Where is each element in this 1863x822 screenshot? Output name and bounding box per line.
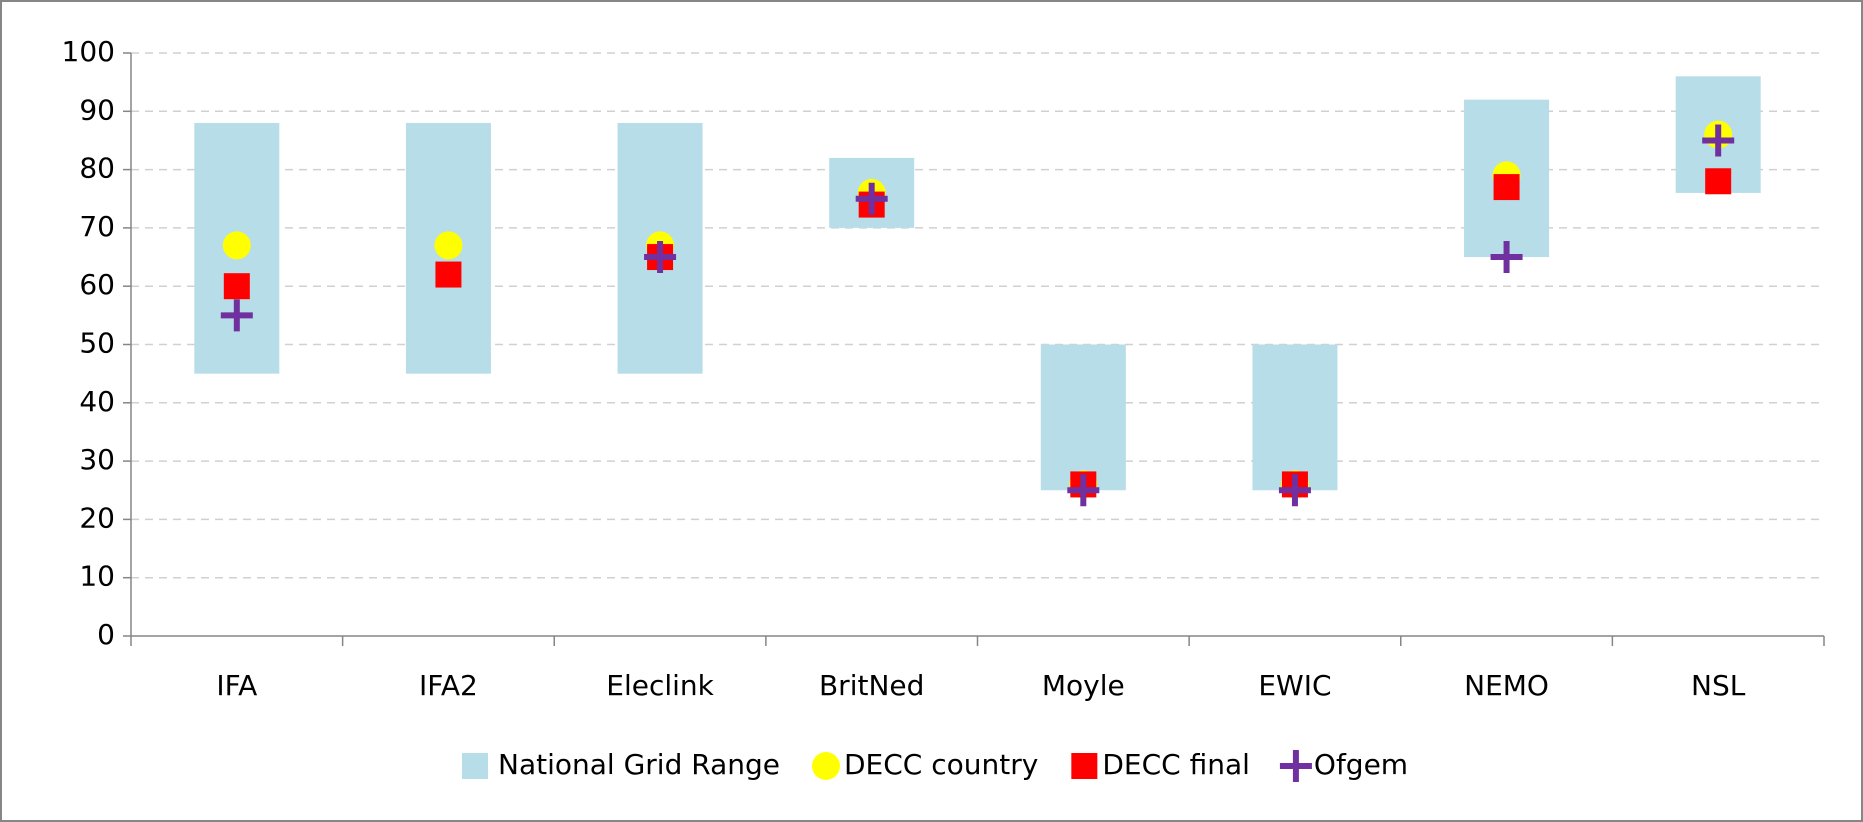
plus-marker <box>644 241 677 274</box>
square-marker <box>223 273 250 300</box>
y-tick-label: 70 <box>79 210 115 243</box>
x-tick-label: NEMO <box>1464 669 1549 702</box>
x-tick-label: BritNed <box>819 669 924 702</box>
y-tick-label: 80 <box>79 152 115 185</box>
y-tick-label: 100 <box>62 35 115 68</box>
legend-swatch <box>462 753 488 779</box>
y-tick-label: 40 <box>79 385 115 418</box>
square-marker <box>435 261 462 288</box>
x-tick-label: IFA <box>216 669 257 702</box>
x-tick-label: NSL <box>1691 669 1746 702</box>
x-tick-label: EWIC <box>1258 669 1331 702</box>
square-marker <box>1493 174 1520 201</box>
y-tick-label: 60 <box>79 268 115 301</box>
y-tick-label: 50 <box>79 327 115 360</box>
square-marker <box>1705 168 1732 195</box>
legend-marker <box>811 752 840 780</box>
y-tick-label: 30 <box>79 443 115 476</box>
x-tick-label: Moyle <box>1042 669 1125 702</box>
circle-marker <box>434 231 463 260</box>
y-tick-label: 0 <box>97 618 115 651</box>
legend-marker <box>1071 753 1098 779</box>
plus-marker <box>1702 124 1735 157</box>
plus-marker <box>220 299 253 332</box>
y-tick-label: 10 <box>79 560 115 593</box>
legend-label: National Grid Range <box>498 748 780 781</box>
legend-label: DECC country <box>844 748 1038 781</box>
y-tick-label: 20 <box>79 501 115 534</box>
plus-marker <box>855 182 888 215</box>
plus-marker <box>1067 474 1100 507</box>
range-bar <box>1252 344 1338 491</box>
legend-label: Ofgem <box>1314 748 1408 781</box>
legend-label: DECC final <box>1102 748 1250 781</box>
plus-marker <box>1490 241 1523 274</box>
x-tick-label: IFA2 <box>419 669 478 702</box>
y-tick-label: 90 <box>79 93 115 126</box>
x-tick-label: Eleclink <box>606 669 714 702</box>
range-bar <box>1040 344 1126 491</box>
plus-marker <box>1278 474 1311 507</box>
legend-marker <box>1279 750 1312 782</box>
circle-marker <box>222 231 251 260</box>
